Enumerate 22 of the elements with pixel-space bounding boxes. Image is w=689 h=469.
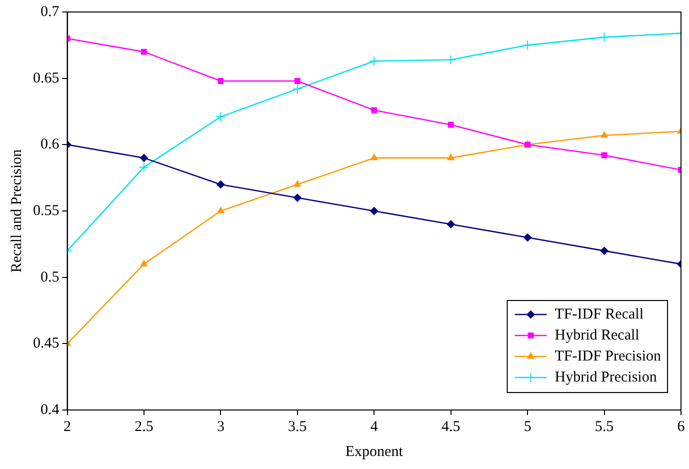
y-axis-title: Recall and Precision <box>8 148 25 273</box>
x-tick-label: 3.5 <box>288 418 307 435</box>
legend-label: TF-IDF Precision <box>554 348 662 364</box>
legend-label: TF-IDF Recall <box>554 306 644 322</box>
y-tick-label: 0.5 <box>40 269 60 286</box>
legend-label: Hybrid Precision <box>554 369 658 386</box>
x-axis-title: Exponent <box>345 444 404 460</box>
x-tick-label: 2.5 <box>134 418 154 435</box>
x-tick-label: 3 <box>216 418 224 435</box>
y-tick-label: 0.4 <box>40 402 60 418</box>
y-tick-label: 0.6 <box>40 136 60 153</box>
x-tick-label: 6 <box>677 418 686 435</box>
x-tick-label: 2 <box>64 418 71 435</box>
x-tick-label: 5.5 <box>594 418 614 435</box>
legend-label: Hybrid Recall <box>554 327 640 344</box>
x-tick-label: 5 <box>524 418 532 435</box>
y-tick-label: 0.55 <box>33 202 60 219</box>
x-tick-label: 4.5 <box>441 418 460 435</box>
y-tick-label: 0.7 <box>40 4 60 20</box>
y-tick-label: 0.65 <box>33 70 60 86</box>
x-tick-label: 4 <box>370 418 378 435</box>
y-tick-label: 0.45 <box>33 336 60 352</box>
